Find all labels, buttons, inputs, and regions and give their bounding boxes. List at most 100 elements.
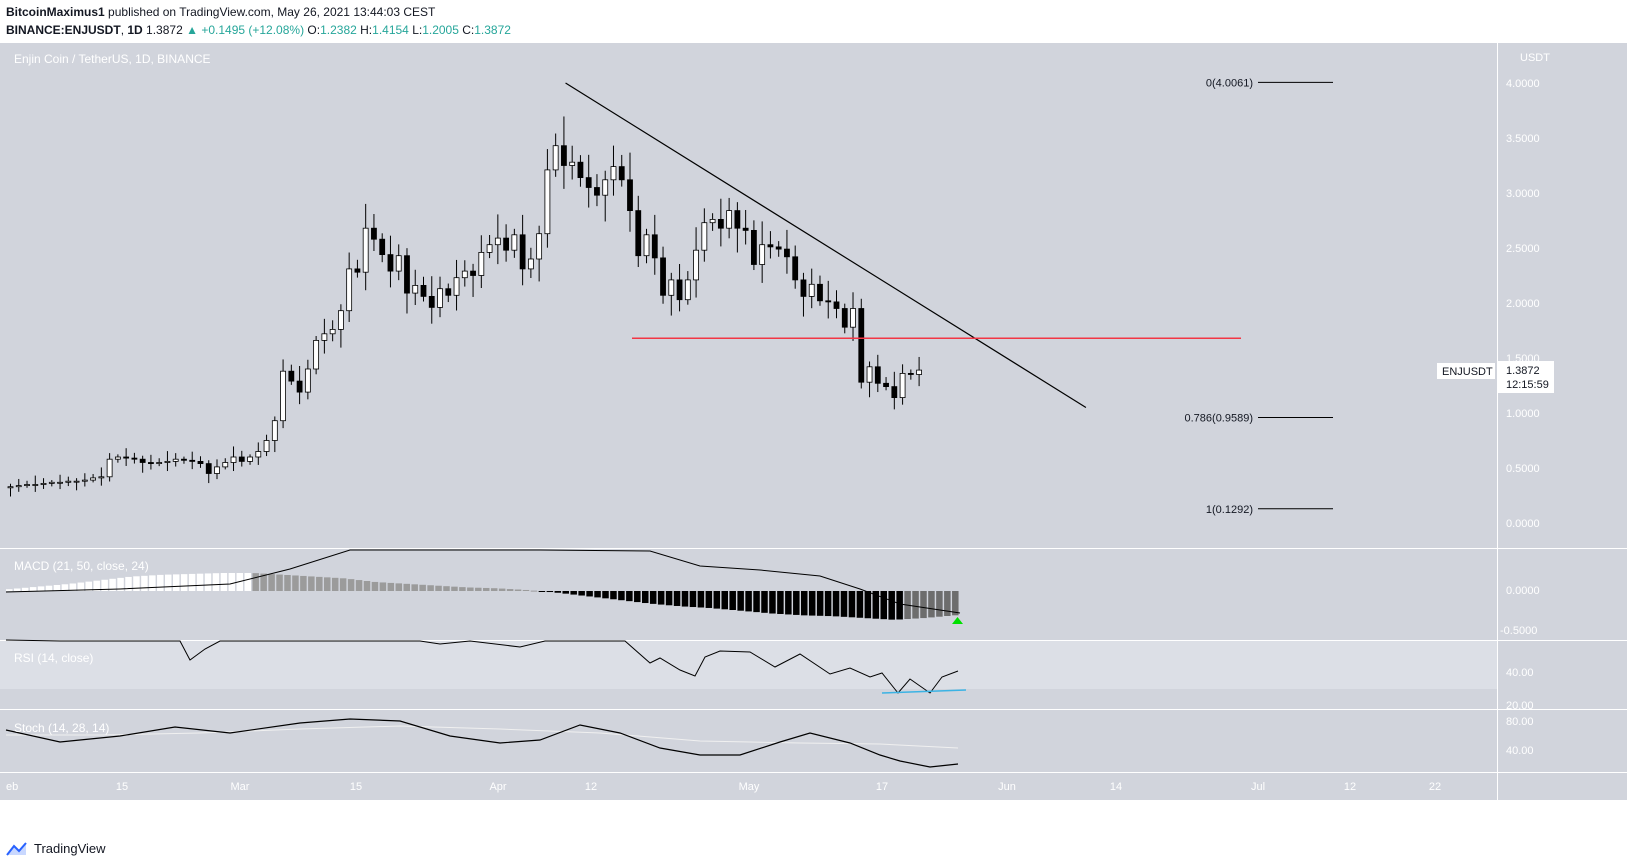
candle[interactable] — [850, 308, 856, 328]
price-axis[interactable] — [1498, 43, 1627, 800]
candle[interactable] — [48, 481, 55, 484]
candle[interactable] — [470, 270, 476, 276]
candle[interactable] — [536, 233, 543, 260]
candle[interactable] — [420, 284, 427, 297]
candle[interactable] — [222, 462, 229, 468]
candle[interactable] — [668, 279, 675, 296]
candle[interactable] — [114, 456, 121, 460]
candle[interactable] — [32, 484, 39, 486]
candle[interactable] — [461, 270, 468, 279]
candle[interactable] — [164, 460, 171, 463]
candle[interactable] — [395, 255, 402, 272]
candle[interactable] — [313, 339, 320, 370]
chart-svg[interactable]: 0(4.0061) 0.786(0.9589) 1(0.1292) 0.0000 0.… — [0, 43, 1627, 833]
candle[interactable] — [478, 251, 485, 276]
candle[interactable] — [519, 234, 526, 270]
author-name[interactable]: BitcoinMaximus1 — [6, 5, 105, 19]
candle[interactable] — [751, 229, 757, 265]
candle[interactable] — [635, 210, 642, 257]
candle[interactable] — [230, 456, 237, 463]
candle[interactable] — [676, 279, 683, 301]
candle[interactable] — [453, 277, 460, 296]
candle[interactable] — [874, 366, 881, 384]
candle[interactable] — [296, 380, 303, 393]
candle[interactable] — [585, 177, 592, 188]
candle[interactable] — [569, 161, 576, 166]
candle[interactable] — [643, 234, 650, 257]
candle[interactable] — [271, 420, 278, 441]
candle[interactable] — [139, 458, 146, 463]
candle[interactable] — [825, 300, 832, 303]
candle[interactable] — [379, 238, 386, 255]
candle[interactable] — [503, 237, 510, 251]
candle[interactable] — [627, 179, 633, 212]
candle[interactable] — [899, 372, 906, 398]
candle[interactable] — [527, 258, 534, 270]
candle[interactable] — [916, 369, 922, 375]
candle[interactable] — [181, 458, 187, 461]
candle[interactable] — [106, 458, 113, 478]
candle[interactable] — [24, 484, 30, 487]
candle[interactable] — [693, 249, 699, 281]
candle[interactable] — [40, 482, 47, 485]
candle[interactable] — [726, 210, 733, 229]
candle[interactable] — [759, 244, 766, 265]
candle[interactable] — [189, 459, 196, 462]
candle[interactable] — [618, 166, 625, 181]
candle[interactable] — [552, 145, 559, 171]
candle[interactable] — [561, 145, 567, 166]
candle[interactable] — [15, 485, 22, 488]
candle[interactable] — [594, 187, 600, 196]
candle[interactable] — [238, 456, 245, 462]
candle[interactable] — [288, 370, 295, 382]
candle[interactable] — [123, 456, 130, 459]
rsi-divergence-line[interactable] — [881, 689, 967, 694]
candle[interactable] — [833, 301, 840, 309]
candle[interactable] — [709, 218, 716, 224]
time-axis[interactable] — [0, 773, 1497, 800]
candle[interactable] — [701, 222, 708, 251]
candle[interactable] — [660, 257, 666, 296]
candle[interactable] — [362, 227, 369, 273]
candle[interactable] — [304, 368, 311, 393]
candle[interactable] — [858, 308, 865, 383]
candle[interactable] — [494, 237, 501, 246]
tradingview-logo-icon[interactable] — [6, 841, 30, 856]
candle[interactable] — [808, 283, 815, 297]
candle[interactable] — [65, 480, 72, 483]
candle[interactable] — [891, 386, 898, 399]
candle[interactable] — [346, 268, 353, 312]
candle[interactable] — [784, 248, 790, 258]
candle[interactable] — [511, 234, 518, 251]
candle[interactable] — [90, 477, 96, 481]
trendline[interactable] — [565, 82, 1087, 409]
candle[interactable] — [329, 328, 336, 335]
candle[interactable] — [214, 466, 220, 474]
candle[interactable] — [7, 486, 14, 489]
stoch-pane[interactable] — [0, 710, 1497, 772]
candle[interactable] — [610, 166, 617, 181]
main-pane[interactable] — [0, 43, 1497, 548]
candle[interactable] — [81, 479, 88, 482]
candle[interactable] — [57, 481, 63, 484]
candle[interactable] — [131, 457, 138, 460]
candle[interactable] — [841, 308, 848, 328]
candle[interactable] — [800, 279, 807, 297]
candle[interactable] — [263, 440, 270, 452]
candle[interactable] — [544, 169, 551, 235]
candle[interactable] — [247, 456, 253, 462]
candle[interactable] — [817, 283, 823, 302]
candle[interactable] — [404, 255, 410, 294]
candle[interactable] — [156, 462, 163, 465]
candle[interactable] — [371, 227, 377, 240]
candle[interactable] — [486, 244, 493, 253]
candle[interactable] — [577, 161, 584, 178]
candle[interactable] — [321, 333, 328, 341]
candle[interactable] — [651, 234, 658, 259]
candle[interactable] — [428, 295, 435, 308]
candle[interactable] — [354, 268, 361, 273]
candle[interactable] — [412, 284, 419, 294]
candle[interactable] — [883, 382, 889, 387]
candle[interactable] — [280, 370, 286, 422]
candle[interactable] — [205, 463, 212, 474]
